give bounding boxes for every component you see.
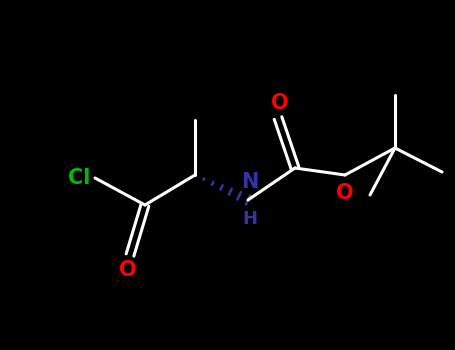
Text: Cl: Cl: [68, 168, 90, 188]
Text: O: O: [119, 260, 137, 280]
Text: O: O: [336, 183, 354, 203]
Text: N: N: [241, 172, 259, 192]
Text: O: O: [271, 93, 289, 113]
Text: H: H: [243, 210, 258, 228]
